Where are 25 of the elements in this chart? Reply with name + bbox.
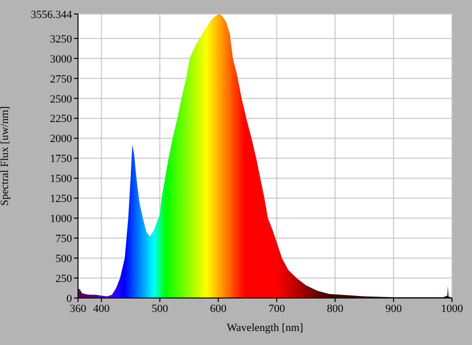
x-tick-label: 600 bbox=[210, 302, 227, 315]
y-tick-label: 1750 bbox=[50, 153, 72, 166]
y-tick-label: 1500 bbox=[50, 173, 72, 186]
x-tick-label: 400 bbox=[93, 302, 110, 315]
y-tick-label: 2250 bbox=[50, 113, 72, 126]
y-tick-label: 3556.344 bbox=[30, 8, 72, 21]
y-tick-label: 250 bbox=[56, 272, 72, 285]
y-tick-label: 500 bbox=[56, 252, 72, 265]
y-tick-label: 1000 bbox=[50, 213, 72, 226]
y-tick-label: 2500 bbox=[50, 93, 72, 106]
y-axis-title: Spectral Flux [uw/nm] bbox=[0, 106, 11, 206]
y-tick-label: 2000 bbox=[50, 133, 72, 146]
y-tick-label: 3250 bbox=[50, 33, 72, 46]
x-tick-label: 800 bbox=[326, 302, 344, 315]
x-tick-label: 1000 bbox=[441, 302, 464, 315]
x-tick-label: 900 bbox=[385, 302, 402, 315]
y-tick-label: 750 bbox=[56, 233, 72, 246]
y-tick-label: 3000 bbox=[50, 53, 72, 66]
y-tick-label: 0 bbox=[66, 292, 72, 305]
y-tick-label: 2750 bbox=[50, 73, 72, 86]
x-tick-label: 360 bbox=[70, 302, 87, 315]
y-tick-label: 1250 bbox=[50, 193, 72, 206]
x-tick-label: 700 bbox=[268, 302, 286, 315]
x-tick-label: 500 bbox=[152, 302, 169, 315]
x-axis-title: Wavelength [nm] bbox=[226, 322, 304, 334]
